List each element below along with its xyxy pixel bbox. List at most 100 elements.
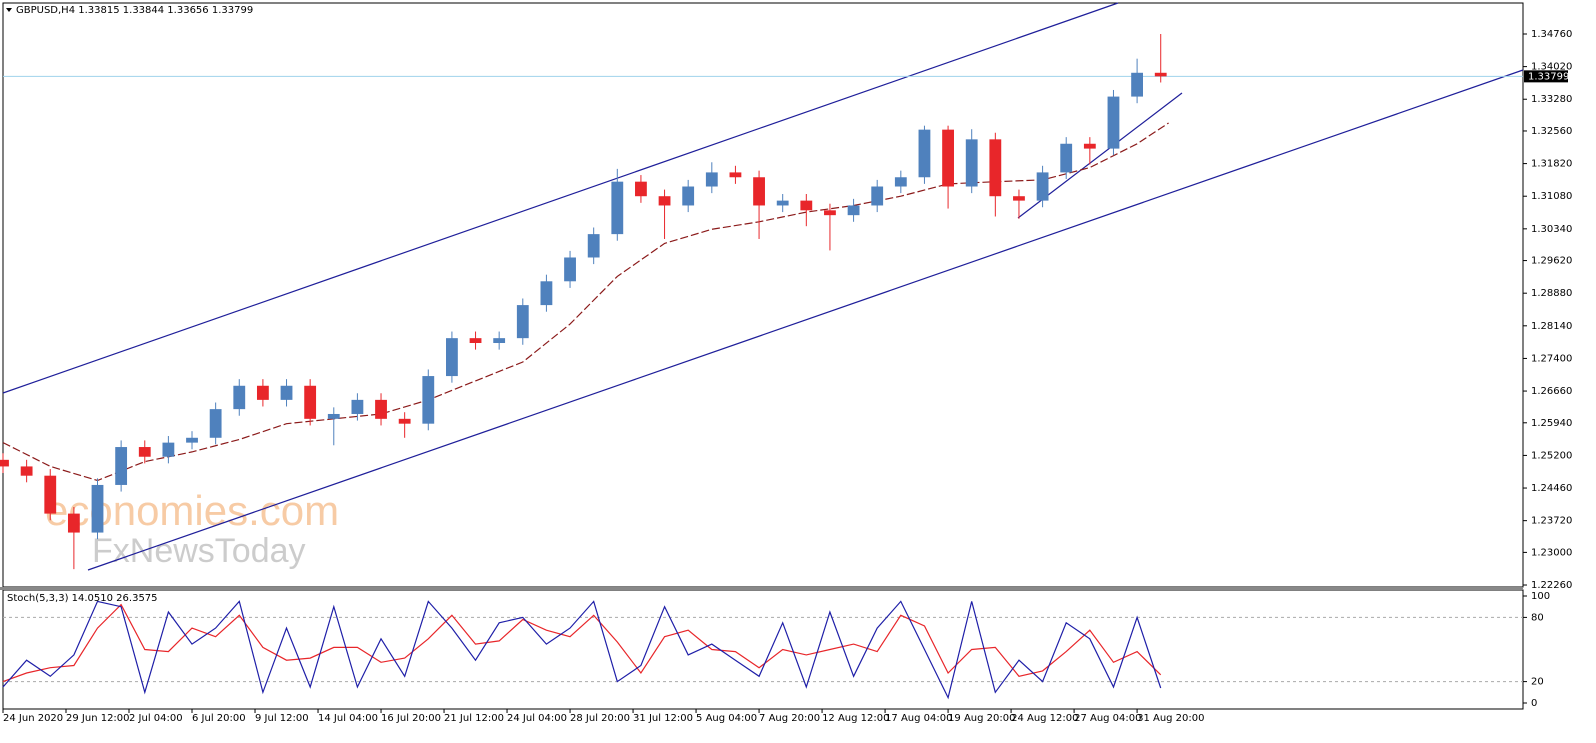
candle-body (965, 139, 978, 187)
candle-body (540, 281, 553, 306)
y-tick-label: 1.26660 (1531, 386, 1572, 397)
candle-body (776, 200, 789, 206)
x-tick-label: 29 Jun 12:00 (66, 713, 130, 724)
candle-body (800, 200, 813, 211)
moving-average (2, 122, 1169, 482)
candle-body (705, 172, 718, 187)
candle-body (162, 442, 175, 457)
candle-body (587, 234, 600, 258)
y-tick-label: 1.28140 (1531, 321, 1572, 332)
y-tick-label: 1.23000 (1531, 547, 1572, 558)
channel-line (87, 69, 1524, 571)
candle-body (304, 385, 317, 419)
y-tick-label: 1.30340 (1531, 224, 1572, 235)
candle-body (871, 186, 884, 206)
candle-body (398, 418, 411, 424)
y-tick-label: 1.28880 (1531, 288, 1572, 299)
plot-layer: 1.34760 1.34020 1.33280 1.32560 1.31820 1.310… (0, 29, 1572, 724)
y-tick-label: 1.31080 (1531, 191, 1572, 202)
candle-body (658, 196, 671, 206)
y-tick-label: 1.24460 (1531, 483, 1572, 494)
x-tick-label: 21 Jul 12:00 (444, 713, 504, 724)
candle-body (1036, 172, 1049, 201)
y-tick-label: 1.23720 (1531, 516, 1572, 527)
candle-body (351, 399, 364, 414)
candle-body (256, 385, 269, 400)
candle-body (824, 210, 836, 216)
candle-body (918, 129, 931, 178)
candle-body (1083, 143, 1096, 149)
x-tick-label: 17 Aug 04:00 (885, 713, 952, 724)
stoch-tick-label: 100 (1531, 591, 1550, 602)
candle-body (1107, 96, 1120, 149)
watermark: economies.com (45, 487, 339, 534)
channel-line (2, 2, 1119, 394)
candle-body (469, 338, 482, 344)
menu-arrow (6, 8, 12, 12)
y-tick-label: 1.25200 (1531, 450, 1572, 461)
candle-body (989, 139, 1002, 197)
candle-body (422, 376, 435, 424)
candle-body (516, 305, 529, 339)
candle-body (682, 186, 695, 206)
candle-body (753, 177, 765, 206)
stoch-line (2, 600, 1162, 700)
x-tick-label: 7 Aug 20:00 (759, 713, 820, 724)
current-price-tag (1524, 70, 1568, 83)
candle-body (446, 338, 458, 377)
y-tick-label: 1.34760 (1531, 29, 1572, 40)
indicator-label: Stoch(5,3,3) 14.0510 26.3575 (7, 593, 158, 604)
x-tick-label: 16 Jul 20:00 (381, 713, 441, 724)
stoch-tick-label: 20 (1531, 677, 1544, 688)
chart-header: GBPUSD,H4 1.33815 1.33844 1.33656 1.3379… (16, 5, 253, 16)
candle-body (1060, 143, 1073, 173)
x-tick-label: 28 Jul 20:00 (570, 713, 630, 724)
candle-body (493, 338, 506, 344)
stoch-tick-label: 80 (1531, 612, 1544, 623)
stoch-line (2, 603, 1162, 683)
y-tick-label: 1.31820 (1531, 159, 1572, 170)
candle-body (209, 409, 222, 438)
candle-body (611, 181, 624, 235)
x-tick-label: 24 Aug 12:00 (1011, 713, 1078, 724)
candle-body (0, 459, 9, 467)
candle-body (1131, 72, 1143, 97)
current-price-label: 1.33799 (1528, 71, 1569, 82)
x-tick-label: 9 Jul 12:00 (255, 713, 309, 724)
stoch-tick-label: 0 (1531, 698, 1537, 709)
x-tick-label: 14 Jul 04:00 (318, 713, 378, 724)
candle-body (115, 447, 128, 485)
x-tick-label: 6 Jul 20:00 (192, 713, 246, 724)
candle-body (20, 466, 33, 476)
candle-body (233, 385, 246, 410)
x-tick-label: 27 Aug 04:00 (1074, 713, 1141, 724)
candle-body (327, 413, 340, 419)
y-tick-label: 1.32560 (1531, 126, 1572, 137)
candle-body (1154, 72, 1167, 77)
y-tick-label: 1.34020 (1531, 62, 1572, 73)
candle-body (729, 172, 742, 178)
x-tick-label: 12 Aug 12:00 (822, 713, 889, 724)
candle-body (138, 447, 151, 457)
candle-body (847, 205, 860, 216)
watermark: FxNewsToday (92, 532, 306, 570)
candle-body (186, 437, 198, 443)
candle-body (564, 257, 576, 282)
x-tick-label: 31 Jul 12:00 (633, 713, 693, 724)
x-tick-label: 2 Jul 04:00 (129, 713, 183, 724)
candle-body (375, 399, 387, 419)
x-tick-label: 24 Jun 2020 (3, 713, 63, 724)
candle-body (67, 513, 80, 533)
y-tick-label: 1.25940 (1531, 418, 1572, 429)
candle-body (44, 475, 57, 514)
candle-body (280, 385, 293, 400)
candle-body (894, 177, 907, 187)
candle-body (942, 129, 954, 187)
x-tick-label: 19 Aug 20:00 (948, 713, 1015, 724)
y-tick-label: 1.22260 (1531, 580, 1572, 591)
y-tick-label: 1.29620 (1531, 256, 1572, 267)
candle-body (1013, 196, 1025, 201)
y-tick-label: 1.33280 (1531, 94, 1572, 105)
